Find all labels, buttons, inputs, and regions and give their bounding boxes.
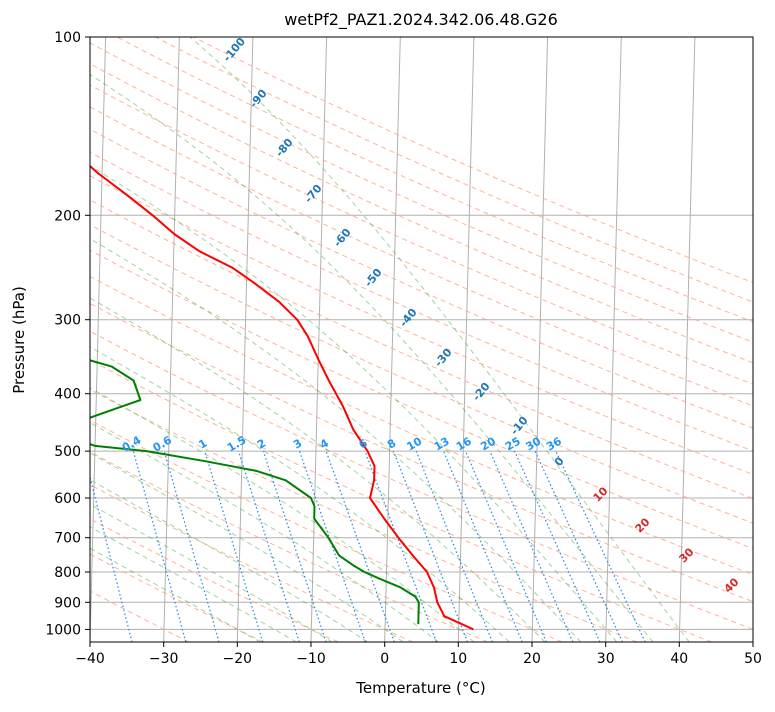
dry-adiabat-line — [90, 451, 488, 642]
moist-adiabat-line — [189, 37, 690, 642]
isotherm-line — [605, 37, 622, 642]
x-tick-label: 50 — [744, 651, 762, 667]
mixing-ratio-line — [298, 450, 366, 642]
mixing-ratio-line — [132, 450, 187, 642]
moist-adiabat-line — [90, 452, 404, 642]
dry-adiabat-line — [90, 553, 264, 642]
isotherm-line — [310, 37, 328, 642]
isotherm-line — [90, 37, 107, 642]
x-tick-label: −20 — [223, 651, 253, 667]
x-tick-label: 0 — [380, 651, 389, 667]
moist-adiabat-line — [90, 238, 582, 642]
isotherm-line — [384, 37, 401, 642]
mixing-ratio-line — [442, 450, 523, 642]
y-tick-label: 700 — [54, 531, 81, 547]
y-tick-label: 400 — [54, 387, 81, 403]
temperature-profile — [90, 164, 474, 631]
moist-adiabat-line — [90, 73, 654, 642]
moist-adiabat-line — [90, 165, 618, 642]
moist-adiabat-line — [90, 422, 439, 642]
dry-adiabat-line — [90, 302, 753, 603]
dry-adiabat-line — [90, 275, 753, 576]
axis-ticks: −40 −30 −20 −10 0 10 20 30 40 50 100 200 300 400 500 60… — [45, 30, 762, 667]
x-tick-label: −40 — [75, 651, 105, 667]
grid-layer — [90, 37, 753, 642]
x-tick-label: 30 — [597, 651, 615, 667]
mixing-ratio-line — [465, 450, 547, 642]
dry-adiabat-line — [90, 359, 712, 642]
moist-adiabat-line — [90, 479, 368, 642]
mixing-ratio-line — [204, 450, 264, 642]
moist-adiabat-line — [90, 387, 475, 642]
mixing-ratio-line — [534, 450, 623, 642]
dry-adiabat-line — [90, 151, 753, 452]
plot-frame — [89, 36, 754, 643]
moist-adiabat-line — [90, 346, 510, 642]
x-tick-label: 40 — [670, 651, 688, 667]
y-tick-label: 200 — [54, 208, 81, 224]
series-layer — [90, 164, 474, 631]
mixing-ratio-line — [237, 450, 300, 642]
x-tick-label: −30 — [149, 651, 179, 667]
y-tick-label: 600 — [54, 491, 81, 507]
y-tick-label: 300 — [54, 313, 81, 329]
y-tick-label: 1000 — [45, 622, 81, 638]
moist-adiabat-line — [90, 526, 297, 642]
isotherm-line — [163, 37, 180, 642]
x-tick-label: −10 — [296, 651, 326, 667]
dry-adiabat-line — [90, 175, 753, 475]
x-tick-label: 20 — [523, 651, 541, 667]
y-tick-label: 100 — [54, 30, 81, 46]
dry-adiabat-line — [90, 224, 753, 524]
dry-adiabat-line — [90, 484, 414, 642]
y-tick-label: 800 — [54, 565, 81, 581]
mixing-ratio-line — [489, 450, 574, 642]
dry-adiabat-line — [90, 199, 753, 499]
mixing-ratio-line — [262, 450, 327, 642]
isotherm-line — [678, 37, 696, 642]
y-axis-title: Pressure (hPa) — [10, 286, 28, 394]
dry-adiabat-line — [90, 106, 753, 407]
dry-adiabat-line — [90, 249, 753, 550]
isotherm-line — [457, 37, 475, 642]
dry-adiabat-line — [155, 37, 753, 303]
x-tick-label: 10 — [449, 651, 467, 667]
mixing-ratio-line — [555, 450, 646, 642]
mixing-ratio-line — [325, 450, 395, 642]
dewpoint-profile — [90, 359, 420, 625]
dry-adiabat-line — [90, 590, 190, 642]
dry-adiabat-line — [90, 63, 753, 364]
dry-adiabat-line — [90, 389, 638, 642]
x-axis-title: Temperature (°C) — [355, 679, 485, 697]
chart-title: wetPf2_PAZ1.2024.342.06.48.G26 — [284, 10, 558, 30]
isotherm-line — [236, 37, 254, 642]
mixing-ratio-line — [514, 450, 601, 642]
mixing-ratio-line — [163, 450, 220, 642]
y-tick-label: 500 — [54, 444, 81, 460]
y-tick-label: 900 — [54, 595, 81, 611]
moist-adiabat-line — [90, 503, 333, 642]
mixing-ratio-line — [90, 474, 133, 642]
dry-adiabat-line — [90, 330, 753, 630]
